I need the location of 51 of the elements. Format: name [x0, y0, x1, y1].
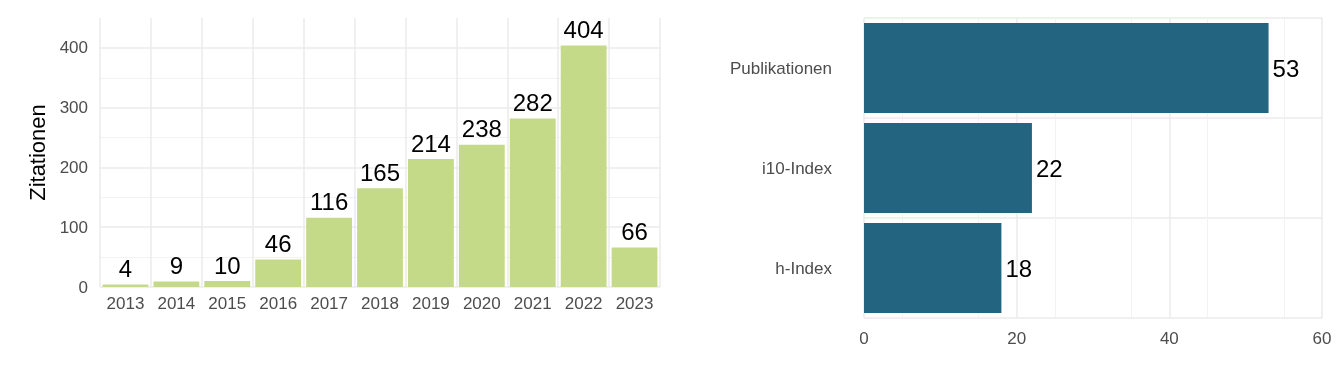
- bar: [864, 223, 1002, 313]
- x-tick-label: 2020: [462, 294, 501, 313]
- x-tick-label: 2017: [310, 294, 348, 313]
- data-label: 66: [621, 218, 648, 246]
- bar: [864, 123, 1032, 213]
- x-tick-label: 2018: [361, 294, 399, 313]
- y-tick-label: i10-Index: [762, 158, 833, 178]
- x-tick-label: 2023: [615, 294, 654, 313]
- data-label: 9: [169, 252, 184, 280]
- y-tick-label: 300: [59, 98, 88, 118]
- bar: [560, 45, 607, 287]
- bar: [204, 281, 251, 287]
- bar: [864, 23, 1269, 113]
- data-label: 22: [1035, 154, 1063, 182]
- x-tick-label: 60: [1312, 329, 1332, 348]
- y-tick-label: h-Index: [775, 258, 833, 278]
- bar: [611, 247, 658, 287]
- y-tick-label: 0: [78, 277, 88, 297]
- data-label: 46: [264, 230, 292, 257]
- bar: [509, 118, 556, 287]
- x-tick-label: 2014: [157, 294, 196, 313]
- y-axis-title: Zitationen: [25, 104, 51, 201]
- data-label: 4: [118, 255, 133, 283]
- data-label: 10: [213, 251, 241, 279]
- y-tick-label: Publikationen: [729, 58, 832, 78]
- y-tick-label: 400: [59, 38, 88, 58]
- x-tick-label: 20: [1007, 329, 1027, 348]
- x-tick-label: 2019: [412, 294, 450, 313]
- y-tick-label: 100: [59, 217, 88, 237]
- y-tick-label: 200: [59, 157, 88, 177]
- x-tick-label: 2013: [106, 294, 145, 313]
- bar: [255, 259, 302, 287]
- data-label: 282: [512, 88, 553, 116]
- data-label: 238: [461, 115, 502, 143]
- x-tick-label: 2016: [259, 294, 298, 313]
- bar: [408, 159, 454, 287]
- x-tick-label: 2022: [564, 294, 603, 313]
- bar: [357, 188, 403, 287]
- x-tick-label: 0: [859, 329, 869, 348]
- bar: [153, 281, 200, 287]
- data-label: 214: [410, 129, 451, 157]
- x-tick-label: 2015: [208, 294, 247, 313]
- data-label: 165: [359, 158, 401, 186]
- bar: [458, 144, 505, 287]
- x-tick-label: 40: [1159, 329, 1179, 348]
- data-label: 404: [563, 16, 604, 43]
- data-label: 116: [309, 188, 349, 216]
- data-label: 18: [1005, 254, 1033, 282]
- data-label: 53: [1272, 54, 1300, 82]
- x-tick-label: 2021: [513, 294, 552, 313]
- bar: [306, 217, 352, 287]
